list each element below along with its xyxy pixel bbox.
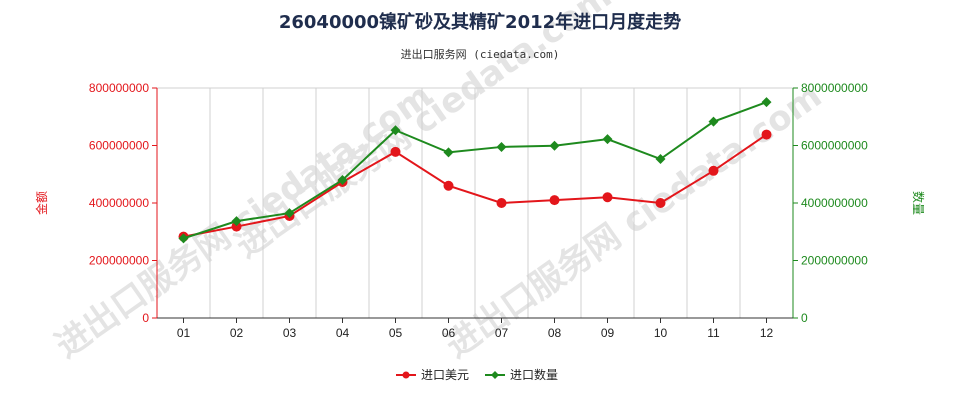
grid (157, 87, 793, 318)
x-tick-label: 07 (495, 326, 509, 340)
data-point-value[interactable] (655, 198, 666, 208)
data-point-quantity[interactable] (178, 233, 189, 244)
x-tick-label: 09 (601, 326, 615, 340)
legend-label-value: 进口美元 (421, 368, 469, 382)
data-point-value[interactable] (390, 146, 401, 157)
right-axis-title: 数量 (911, 191, 926, 215)
data-point-quantity[interactable] (284, 208, 295, 219)
x-tick-label: 11 (707, 326, 720, 340)
x-tick-label: 05 (389, 326, 403, 340)
left-axis-ticks: 0 200000000 400000000 600000000 800000000 (89, 81, 157, 325)
chart-title: 26040000镍矿砂及其精矿2012年进口月度走势 (279, 11, 681, 33)
x-tick-label: 08 (548, 326, 562, 340)
data-point-quantity[interactable] (390, 125, 401, 136)
right-tick-label: 2000000000 (801, 254, 868, 268)
data-point-value[interactable] (602, 192, 613, 203)
x-tick-label: 02 (230, 326, 244, 340)
data-point-quantity[interactable] (337, 175, 348, 185)
data-point-quantity[interactable] (231, 216, 242, 227)
right-tick-label: 6000000000 (801, 139, 868, 153)
data-point-value[interactable] (496, 198, 507, 208)
data-point-quantity[interactable] (496, 141, 507, 152)
x-tick-label: 01 (177, 326, 191, 340)
legend-item-quantity[interactable]: 进口数量 (485, 367, 558, 382)
watermark-text: 进出口服务网 ciedata.com (228, 0, 619, 266)
right-tick-label: 0 (801, 311, 808, 325)
series-line-value (183, 133, 768, 238)
left-tick-label: 600000000 (89, 139, 149, 153)
series-line-quantity (183, 101, 767, 240)
legend: 进口美元 进口数量 (396, 367, 558, 382)
data-point-quantity[interactable] (761, 97, 772, 108)
legend-marker-quantity (491, 371, 499, 379)
x-tick-label: 12 (760, 326, 774, 340)
legend-marker-value (402, 371, 410, 379)
x-tick-label: 06 (442, 326, 456, 340)
x-tick-label: 04 (336, 326, 350, 340)
left-axis-title: 金额 (34, 191, 49, 215)
x-axis-ticks: 01 02 03 04 05 06 07 08 09 10 11 12 (177, 318, 774, 340)
legend-label-quantity: 进口数量 (510, 367, 558, 382)
chart-subtitle: 进出口服务网 (ciedata.com) (401, 47, 560, 61)
data-point-quantity[interactable] (655, 154, 666, 165)
x-tick-label: 03 (283, 326, 297, 340)
series-layer (178, 97, 772, 244)
right-tick-label: 8000000000 (801, 81, 868, 95)
right-tick-label: 4000000000 (801, 196, 868, 210)
data-point-value[interactable] (708, 165, 719, 176)
data-point-value[interactable] (231, 221, 242, 232)
data-point-quantity[interactable] (443, 147, 454, 158)
data-point-value[interactable] (761, 129, 772, 140)
data-point-quantity[interactable] (602, 134, 613, 145)
right-axis-ticks: 0 2000000000 4000000000 6000000000 800000000… (793, 81, 868, 325)
left-tick-label: 800000000 (89, 81, 149, 95)
left-tick-label: 400000000 (89, 196, 149, 210)
left-tick-label: 0 (142, 311, 149, 325)
data-point-quantity[interactable] (708, 116, 719, 127)
left-tick-label: 200000000 (89, 254, 149, 268)
data-point-value[interactable] (549, 195, 560, 206)
x-tick-label: 10 (654, 326, 668, 340)
data-point-quantity[interactable] (549, 140, 560, 151)
legend-item-value[interactable]: 进口美元 (396, 368, 469, 382)
data-point-value[interactable] (443, 180, 454, 191)
